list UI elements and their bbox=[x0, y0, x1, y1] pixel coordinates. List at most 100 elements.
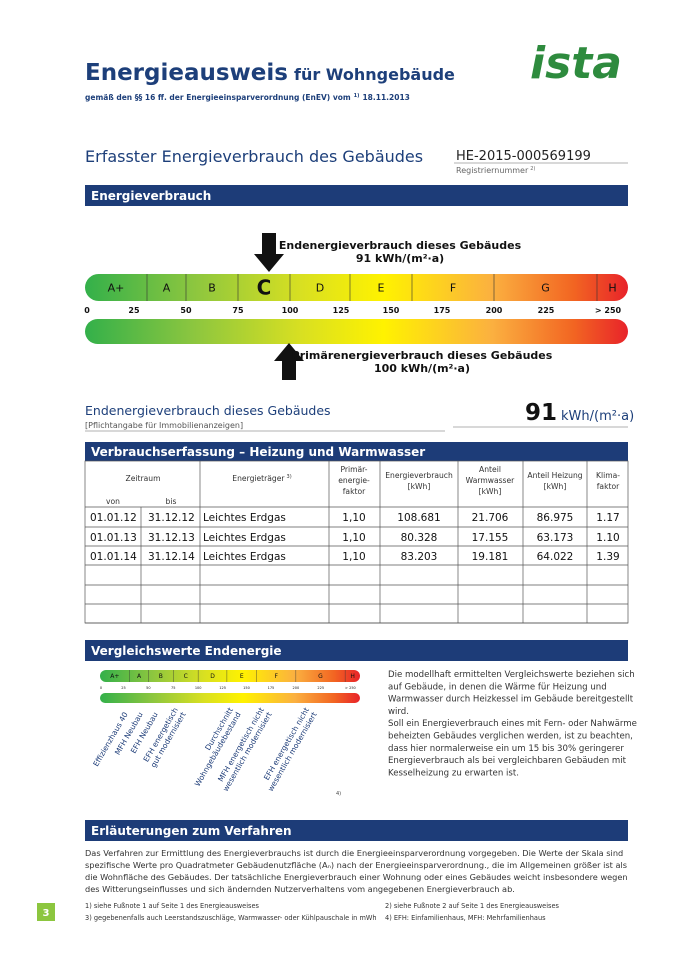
table-cell: Leichtes Erdgas bbox=[203, 532, 286, 544]
table-cell: 86.975 bbox=[537, 512, 574, 524]
scale-tick-label: 200 bbox=[292, 686, 299, 690]
band-title: Vergleichswerte Endenergie bbox=[91, 644, 282, 658]
class-label: F bbox=[274, 673, 278, 680]
class-label: G bbox=[318, 673, 323, 680]
summary-number: 91 bbox=[525, 400, 557, 426]
table-cell: 17.155 bbox=[472, 532, 509, 544]
class-label: H bbox=[350, 673, 355, 680]
logo: ista bbox=[530, 38, 622, 89]
scale-tick-label: 0 bbox=[100, 686, 102, 690]
subtitle-text: gemäß den §§ 16 ff. der Energieeinsparve… bbox=[85, 93, 351, 102]
header-heating: [kWh] bbox=[544, 482, 567, 491]
consumption-table: Zeitraum von bis Energieträger 3) Primär-ener… bbox=[84, 460, 629, 624]
header-period: Zeitraum bbox=[126, 474, 161, 483]
table-cell: 01.01.13 bbox=[90, 532, 137, 544]
class-label: D bbox=[210, 673, 215, 680]
footnote: 4) EFH: Einfamilienhaus, MFH: Mehrfamili… bbox=[385, 914, 546, 922]
footnotes: 1) siehe Fußnote 1 auf Seite 1 des Energ… bbox=[85, 902, 560, 922]
title: Energieausweis für Wohngebäude bbox=[85, 60, 455, 86]
header-consumption: [kWh] bbox=[408, 482, 431, 491]
comparison-line: Kesselheizung zu erwarten ist. bbox=[388, 768, 519, 778]
table-cell: 63.173 bbox=[537, 532, 574, 544]
table-cell: 1,10 bbox=[342, 532, 365, 544]
explanation-line: des Witterungseinflusses und sich ändern… bbox=[85, 884, 515, 894]
scale-tick-label: 175 bbox=[268, 686, 275, 690]
primary-value: 100 kWh/(m²·a) bbox=[374, 362, 470, 375]
class-label: A+ bbox=[108, 282, 125, 295]
header-hot-water: Warmwasser bbox=[466, 476, 516, 485]
comparison-line: Soll ein Energieverbrauch eines mit Fern… bbox=[388, 719, 637, 729]
scale-tick-label: 200 bbox=[486, 306, 503, 315]
header-carrier-sup: 3) bbox=[287, 474, 292, 480]
arrow-up bbox=[274, 343, 304, 380]
header-primary-factor: energie- bbox=[338, 476, 370, 485]
scale-label-row bbox=[85, 301, 628, 318]
class-label: D bbox=[316, 282, 324, 295]
table-cell: 80.328 bbox=[401, 532, 438, 544]
header-to: bis bbox=[166, 497, 177, 506]
reg-number: HE-2015-000569199 bbox=[456, 149, 591, 164]
table-cell: 1,10 bbox=[342, 551, 365, 563]
header-hot-water: [kWh] bbox=[479, 487, 502, 496]
comparison-line: auf Gebäude, in denen die Wärme für Heiz… bbox=[388, 682, 607, 692]
class-label: B bbox=[208, 282, 216, 295]
class-label: B bbox=[159, 673, 163, 680]
table-cell: 01.01.14 bbox=[90, 551, 137, 563]
reg-sup: 2) bbox=[530, 166, 535, 172]
table-cell: 01.01.12 bbox=[90, 512, 137, 524]
scale-bar-lower bbox=[85, 319, 628, 344]
title-main: Energieausweis bbox=[85, 60, 288, 86]
header-primary-factor: Primär- bbox=[340, 465, 367, 474]
scale-tick-label: 225 bbox=[538, 306, 555, 315]
scale-bar bbox=[100, 670, 360, 682]
footnote: 1) siehe Fußnote 1 auf Seite 1 des Energ… bbox=[85, 902, 260, 910]
band bbox=[85, 640, 628, 661]
table-cell: 83.203 bbox=[401, 551, 438, 563]
explanation-text: Das Verfahren zur Ermittlung des Energie… bbox=[85, 848, 628, 894]
comparison-line: Die modellhaft ermittelten Vergleichswer… bbox=[388, 670, 635, 680]
scale-tick-label: > 250 bbox=[595, 306, 622, 315]
end-label: Endenergieverbrauch dieses Gebäudes bbox=[279, 239, 522, 252]
class-label: G bbox=[541, 282, 550, 295]
summary-note: [Pflichtangabe für Immobilienanzeigen] bbox=[85, 421, 243, 430]
class-label: A bbox=[163, 282, 171, 295]
header-primary-factor: faktor bbox=[343, 487, 366, 496]
class-label: A+ bbox=[110, 673, 119, 680]
comparison-line: Energieverbrauch als bei vergleichbaren … bbox=[388, 756, 627, 766]
scale-tick-label: 75 bbox=[232, 306, 244, 315]
scale-tick-label: > 250 bbox=[345, 686, 356, 690]
header-consumption: Energieverbrauch bbox=[385, 471, 453, 480]
scale-tick-label: 175 bbox=[434, 306, 451, 315]
band-title: Energieverbrauch bbox=[91, 189, 211, 203]
band-title: Erläuterungen zum Verfahren bbox=[91, 824, 292, 838]
scale-tick-label: 25 bbox=[128, 306, 140, 315]
scale-tick-label: 100 bbox=[195, 686, 202, 690]
table-cell: 31.12.14 bbox=[148, 551, 195, 563]
header-heating: Anteil Heizung bbox=[527, 471, 582, 480]
end-value: 91 kWh/(m²·a) bbox=[356, 252, 444, 265]
header-carrier-text: Energieträger bbox=[232, 474, 285, 483]
comparison-line: wird. bbox=[388, 707, 409, 717]
table-cell: 31.12.12 bbox=[148, 512, 195, 524]
class-label: C bbox=[257, 276, 272, 300]
scale-tick-label: 75 bbox=[171, 686, 175, 690]
scale-tick-label: 50 bbox=[180, 306, 192, 315]
scale-tick-label: 125 bbox=[219, 686, 226, 690]
scale-tick-label: 150 bbox=[243, 686, 250, 690]
header-from: von bbox=[106, 497, 120, 506]
explanation-line: spezifische Werte pro Quadratmeter Gebäu… bbox=[85, 860, 627, 870]
scale-tick-label: 25 bbox=[121, 686, 125, 690]
scale-tick-label: 125 bbox=[333, 306, 350, 315]
table-cell: 21.706 bbox=[472, 512, 509, 524]
footnote: 3) gegebenenfalls auch Leerstandszuschlä… bbox=[85, 914, 377, 922]
header-climate: faktor bbox=[597, 482, 620, 491]
band-title: Verbrauchserfassung – Heizung und Warmwa… bbox=[91, 445, 425, 459]
comparison-text: Die modellhaft ermittelten Vergleichswer… bbox=[388, 670, 637, 778]
primary-label: Primärenergieverbrauch dieses Gebäudes bbox=[292, 349, 553, 362]
reg-label: Registriernummer 2) bbox=[456, 166, 535, 175]
scale-tick-label: 150 bbox=[383, 306, 400, 315]
header-hot-water: Anteil bbox=[479, 465, 501, 474]
table-cell: 64.022 bbox=[537, 551, 574, 563]
